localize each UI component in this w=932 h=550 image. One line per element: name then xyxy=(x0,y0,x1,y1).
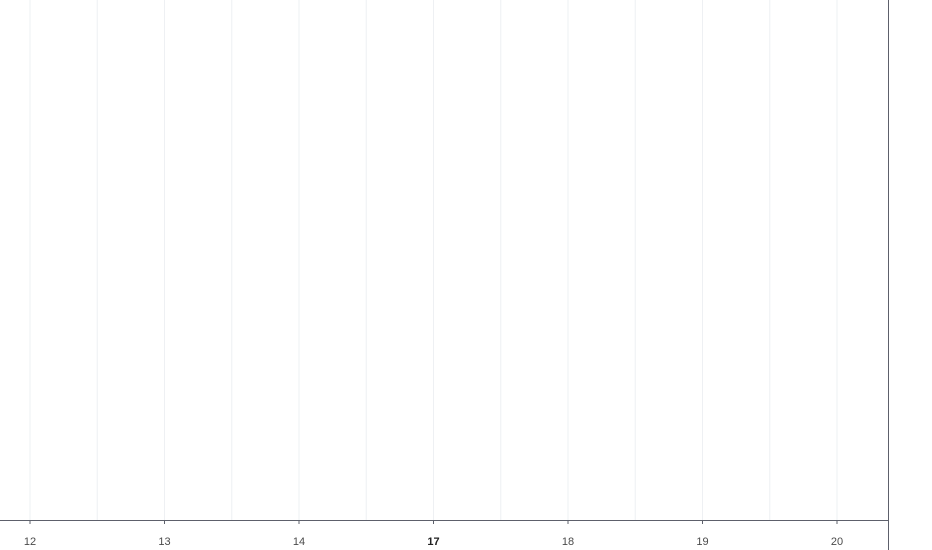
x-tick-label: 13 xyxy=(158,536,170,548)
x-tick-label: 14 xyxy=(293,536,305,548)
grid xyxy=(29,0,838,520)
x-tick-label: 12 xyxy=(24,536,36,548)
x-tick-label: 17 xyxy=(427,536,439,548)
x-tick-label: 18 xyxy=(562,536,574,548)
x-tick-label: 20 xyxy=(831,536,843,548)
x-tick-label: 19 xyxy=(696,536,708,548)
